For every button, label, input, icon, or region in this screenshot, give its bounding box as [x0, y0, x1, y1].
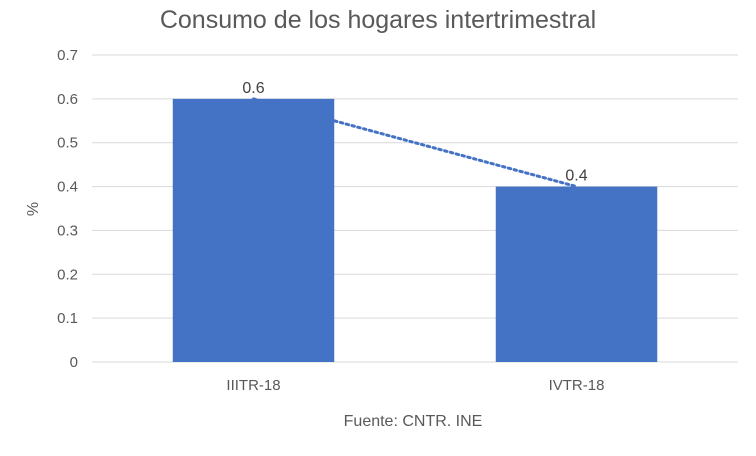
- data-label: 0.4: [565, 168, 587, 185]
- data-label: 0.6: [242, 80, 264, 97]
- y-tick-label: 0.1: [57, 310, 78, 327]
- x-tick-label: IVTR-18: [549, 377, 605, 394]
- x-tick-label: IIITR-18: [226, 377, 280, 394]
- y-axis-ticks: 0 0.1 0.2 0.3 0.4 0.5 0.6 0.7: [57, 47, 78, 371]
- trendline-layer: [252, 97, 578, 189]
- y-tick-label: 0.2: [57, 266, 78, 283]
- bar-iiitr-18: [172, 98, 335, 362]
- y-tick-label: 0.5: [57, 135, 78, 152]
- data-labels: 0.6 0.4: [242, 80, 587, 185]
- source-note: Fuente: CNTR. INE: [344, 413, 483, 430]
- bars: [172, 98, 658, 362]
- x-axis-ticks: IIITR-18 IVTR-18: [226, 377, 604, 394]
- y-tick-label: 0.6: [57, 91, 78, 108]
- y-tick-label: 0.7: [57, 47, 78, 64]
- y-tick-label: 0.3: [57, 222, 78, 239]
- y-tick-label: 0: [70, 354, 78, 371]
- y-axis-title: %: [25, 202, 42, 216]
- trendline: [252, 97, 578, 189]
- bar-ivtr-18: [495, 186, 658, 362]
- y-tick-label: 0.4: [57, 179, 78, 196]
- chart-title: Consumo de los hogares intertrimestral: [160, 6, 596, 34]
